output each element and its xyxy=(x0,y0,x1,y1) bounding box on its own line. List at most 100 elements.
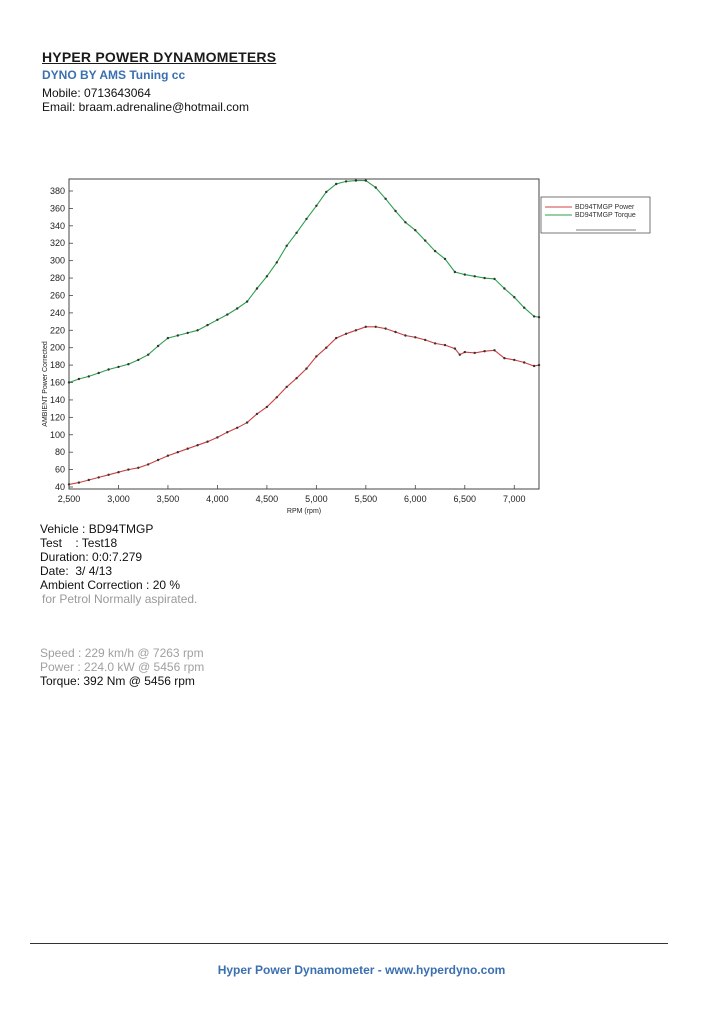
x-axis-label: RPM (rpm) xyxy=(287,508,321,515)
y-tick-label: 220 xyxy=(50,325,65,335)
power-point-21 xyxy=(275,396,278,399)
duration-info: Duration: 0:0:7.279 xyxy=(40,550,143,564)
legend-power-label: BD94TMGP Power xyxy=(575,204,635,211)
torque-point-30 xyxy=(364,179,367,182)
power-point-43 xyxy=(483,350,486,353)
torque-point-36 xyxy=(424,239,427,242)
power-point-47 xyxy=(523,361,526,364)
torque-point-10 xyxy=(166,336,170,340)
x-tick-label: 4,000 xyxy=(206,494,229,504)
torque-point-22 xyxy=(285,244,288,247)
torque-point-18 xyxy=(245,300,249,303)
y-axis-label: AMBIENT Power Corrected xyxy=(42,341,49,427)
power-point-33 xyxy=(394,330,397,334)
torque-point-46 xyxy=(523,306,526,309)
torque-point-17 xyxy=(236,307,239,310)
torque-point-11 xyxy=(176,334,179,337)
legend: BD94TMGP Power BD94TMGP Torque xyxy=(540,196,651,234)
power-point-6 xyxy=(127,468,130,471)
x-tick-label: 5,500 xyxy=(355,494,378,504)
power-point-1 xyxy=(77,481,81,484)
power-point-48 xyxy=(532,364,536,368)
x-tick-label: 3,500 xyxy=(157,494,180,504)
power-point-18 xyxy=(245,421,249,424)
date-info: Date: 3/ 4/13 xyxy=(40,564,113,578)
power-point-26 xyxy=(325,346,328,349)
power-point-8 xyxy=(147,463,150,466)
mobile-number: Mobile: 0713643064 xyxy=(42,86,151,100)
torque-point-24 xyxy=(305,217,308,221)
torque-point-8 xyxy=(147,353,150,356)
torque-point-19 xyxy=(255,287,259,290)
y-tick-label: 340 xyxy=(50,221,65,231)
power-point-44 xyxy=(493,349,496,352)
power-point-31 xyxy=(374,325,377,328)
power-point-11 xyxy=(176,451,179,454)
torque-point-42 xyxy=(483,276,486,280)
power-point-9 xyxy=(156,458,160,462)
power-point-49 xyxy=(537,363,541,367)
torque-point-44 xyxy=(503,287,506,290)
torque-point-4 xyxy=(107,368,110,371)
x-tick-label: 5,000 xyxy=(305,494,328,504)
x-tick-label: 2,500 xyxy=(58,494,81,504)
torque-point-23 xyxy=(295,231,298,234)
power-point-41 xyxy=(463,350,466,354)
torque-point-32 xyxy=(384,197,387,200)
max-power: Power : 224.0 kW @ 5456 rpm xyxy=(40,660,205,674)
power-point-34 xyxy=(404,334,407,337)
torque-point-15 xyxy=(216,318,219,321)
power-point-38 xyxy=(443,343,447,347)
torque-point-21 xyxy=(275,261,278,264)
torque-point-1 xyxy=(77,377,81,381)
power-curve xyxy=(68,326,540,485)
torque-point-47 xyxy=(532,315,536,318)
power-point-7 xyxy=(137,466,140,469)
plot-frame xyxy=(68,178,540,490)
power-point-23 xyxy=(295,377,298,380)
x-tick-label: 6,500 xyxy=(454,494,477,504)
y-tick-label: 300 xyxy=(50,256,65,266)
power-point-46 xyxy=(513,358,516,362)
power-point-22 xyxy=(285,385,288,389)
torque-point-6 xyxy=(127,363,130,366)
torque-point-29 xyxy=(354,179,358,182)
power-point-20 xyxy=(265,405,269,409)
torque-point-35 xyxy=(414,229,417,232)
torque-point-13 xyxy=(196,329,199,332)
power-point-17 xyxy=(236,426,239,429)
email-address: Email: braam.adrenaline@hotmail.com xyxy=(42,100,249,114)
y-tick-label: 240 xyxy=(50,308,65,318)
power-point-24 xyxy=(305,367,308,370)
power-point-42 xyxy=(473,351,476,355)
power-point-39 xyxy=(453,347,457,350)
torque-point-45 xyxy=(513,296,516,299)
torque-point-0 xyxy=(67,381,71,384)
ambient-correction: Ambient Correction : 20 % xyxy=(40,578,181,592)
y-tick-label: 380 xyxy=(50,186,65,196)
power-point-13 xyxy=(196,444,199,447)
torque-point-33 xyxy=(394,209,397,213)
power-point-36 xyxy=(424,338,427,342)
torque-point-16 xyxy=(226,313,229,316)
y-tick-label: 180 xyxy=(50,360,65,370)
footer-text: Hyper Power Dynamometer - www.hyperdyno.… xyxy=(217,963,506,977)
torque-point-27 xyxy=(335,182,338,186)
y-tick-label: 60 xyxy=(55,465,65,475)
torque-point-41 xyxy=(473,275,476,278)
max-torque: Torque: 392 Nm @ 5456 rpm xyxy=(40,674,195,688)
torque-point-38 xyxy=(443,257,447,261)
power-point-19 xyxy=(255,412,259,416)
power-point-37 xyxy=(433,342,437,345)
power-point-32 xyxy=(384,327,387,330)
torque-point-9 xyxy=(156,344,160,348)
power-point-14 xyxy=(206,440,209,443)
x-tick-label: 7,000 xyxy=(503,494,526,504)
vehicle-info: Vehicle : BD94TMGP xyxy=(40,522,154,536)
y-tick-label: 120 xyxy=(50,412,65,422)
torque-point-43 xyxy=(493,277,496,281)
y-tick-label: 40 xyxy=(55,482,65,492)
power-point-30 xyxy=(364,325,367,328)
power-point-40 xyxy=(458,353,461,356)
torque-point-48 xyxy=(537,316,541,319)
